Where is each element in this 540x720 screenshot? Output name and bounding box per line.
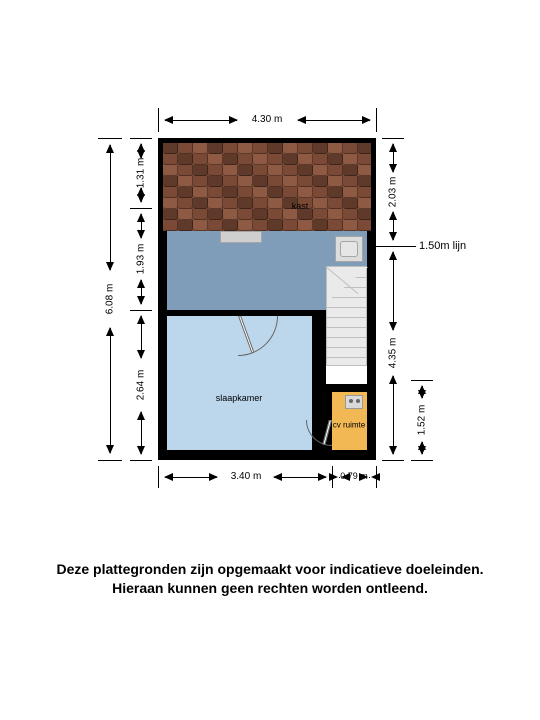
disclaimer: Deze plattegronden zijn opgemaakt voor i… <box>0 560 540 598</box>
tick <box>158 466 159 488</box>
tick <box>411 380 433 381</box>
room-label-cv: cv ruimte <box>333 421 365 430</box>
dim-right-1-label: 2.03 m <box>388 177 399 208</box>
room-label-slaapkamer: slaapkamer <box>216 393 263 403</box>
floorplan-canvas: 4.30 m 6.08 m 1.31 m 1.93 m 2.64 m 2.03 … <box>0 0 540 720</box>
roof-bump <box>220 231 262 243</box>
cv-wall-top <box>326 384 376 392</box>
dim-bottom-2 <box>369 477 370 478</box>
dim-left-3 <box>141 316 142 358</box>
tick <box>130 208 152 209</box>
dim-right-1 <box>393 144 394 172</box>
dim-left-1 <box>141 188 142 202</box>
dim-right-cv <box>422 386 423 398</box>
dim-left-2 <box>141 280 142 304</box>
tick <box>158 108 159 132</box>
dim-bottom-1 <box>165 477 217 478</box>
dim-left-total <box>110 145 111 270</box>
dim-bottom-2-label: 0.79 m <box>340 471 368 481</box>
dim-bottom-1-label: 3.40 m <box>231 471 262 482</box>
cv-boiler <box>345 395 363 409</box>
cv-wall-left <box>326 384 332 420</box>
door-cv <box>306 420 332 450</box>
tick <box>376 108 377 132</box>
dim-right-cv <box>422 442 423 454</box>
disclaimer-line2: Hieraan kunnen geen rechten worden ontle… <box>0 579 540 598</box>
room-label-kast: kast <box>292 201 309 211</box>
dim-left-3-label: 2.64 m <box>136 370 147 401</box>
dim-left-2-label: 1.93 m <box>136 244 147 275</box>
dim-right-cv-label: 1.52 m <box>417 405 428 436</box>
tick <box>382 460 404 461</box>
dim-left-1-label: 1.31 m <box>136 158 147 189</box>
tick <box>130 138 152 139</box>
dim-top <box>165 120 237 121</box>
tick <box>98 460 122 461</box>
dim-top <box>298 120 370 121</box>
tick <box>411 460 433 461</box>
dim-left-2 <box>141 214 142 238</box>
tick <box>130 460 152 461</box>
dim-left-3 <box>141 412 142 454</box>
dim-right-2 <box>393 376 394 454</box>
dim-right-2-label: 4.35 m <box>388 338 399 369</box>
roof-area <box>163 143 371 231</box>
dim-left-1 <box>141 144 142 158</box>
annotation-line <box>376 246 416 247</box>
dim-bottom-1 <box>274 477 326 478</box>
dim-top-label: 4.30 m <box>252 114 283 125</box>
fixture-inner <box>340 241 358 257</box>
dim-right-1 <box>393 212 394 240</box>
disclaimer-line1: Deze plattegronden zijn opgemaakt voor i… <box>0 560 540 579</box>
inner-wall-v <box>312 310 326 384</box>
dim-left-total-label: 6.08 m <box>105 284 116 315</box>
dim-right-2 <box>393 252 394 330</box>
tick <box>382 138 404 139</box>
door-slaapkamer <box>238 316 278 356</box>
annotation-label: 1.50m lijn <box>419 240 466 252</box>
dim-left-total <box>110 328 111 453</box>
stairs <box>326 266 367 366</box>
tick <box>130 310 152 311</box>
tick <box>98 138 122 139</box>
